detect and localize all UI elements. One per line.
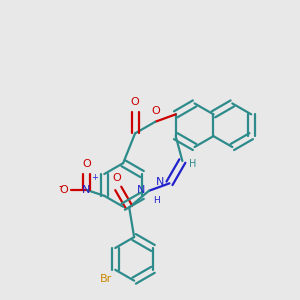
- Text: O: O: [82, 159, 91, 169]
- Text: N: N: [82, 185, 91, 195]
- Text: O: O: [112, 173, 121, 184]
- Text: O: O: [131, 97, 140, 106]
- Text: O: O: [59, 185, 68, 195]
- Text: +: +: [92, 173, 98, 182]
- Text: H: H: [153, 196, 160, 205]
- Text: Br: Br: [100, 274, 112, 284]
- Text: N: N: [156, 177, 164, 187]
- Text: N: N: [136, 185, 145, 195]
- Text: H: H: [189, 159, 197, 169]
- Text: O: O: [152, 106, 161, 116]
- Text: -: -: [58, 180, 63, 194]
